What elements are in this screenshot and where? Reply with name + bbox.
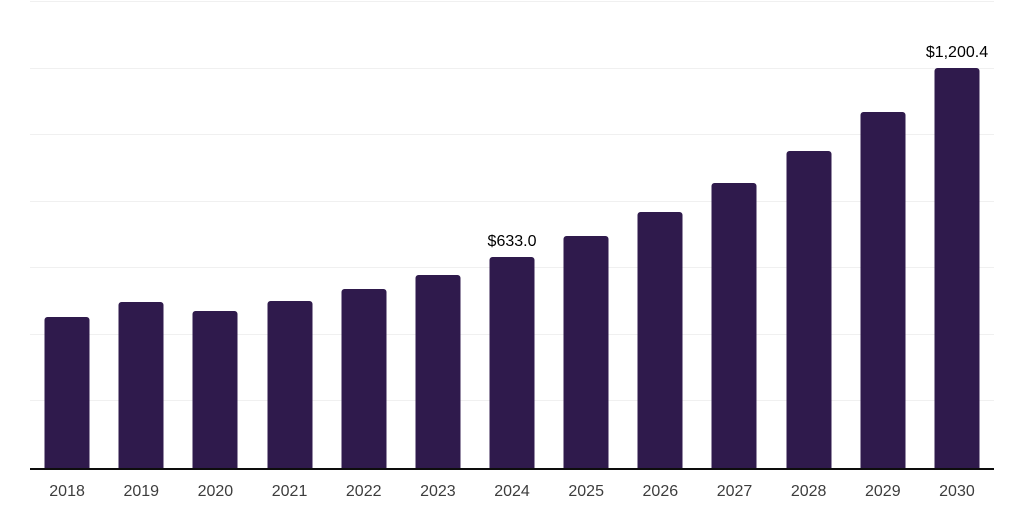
bar-column-2030: $1,200.4 [920,2,994,468]
bar-column-2022 [327,2,401,468]
gridline-1000 [30,134,994,136]
bar-column-2025 [549,2,623,468]
x-tick-label-2023: 2023 [420,483,456,500]
x-tick-label-2025: 2025 [568,483,604,500]
bar-column-2019 [104,2,178,468]
x-tick-label-2022: 2022 [345,483,382,500]
bar-column-2024: $633.0 [475,2,549,468]
bar-column-2028 [772,2,846,468]
bar-column-2029 [846,2,920,468]
x-tick-label-2029: 2029 [865,483,901,500]
bar-2030 [934,68,980,468]
bar-2018 [44,316,90,468]
bar-column-2021 [252,2,326,468]
bar-2027 [711,183,757,468]
bar-column-2026 [623,2,697,468]
bar-column-2020 [178,2,252,468]
bar-2024 [489,257,535,468]
x-tick-label-2018: 2018 [49,483,85,500]
x-tick-label-2019: 2019 [123,483,160,500]
bar-2019 [118,301,164,468]
x-tick-label-2024: 2024 [494,483,530,500]
x-tick-label-2027: 2027 [716,483,753,500]
plot-area: $633.0 $1,200.4 [30,1,994,470]
gridline-1400 [30,1,994,2]
bar-2020 [192,310,238,468]
bar-2028 [786,150,832,468]
value-label-2024: $633.0 [487,233,537,251]
bar-column-2018 [30,2,104,468]
gridline-800 [30,200,994,202]
x-axis-labels: 2018 2019 2020 2021 2022 2023 2024 2025 2026 2027… [30,483,994,505]
value-label-2030: $1,200.4 [925,44,989,62]
bar-2026 [637,211,683,468]
gridline-1200 [30,67,994,69]
x-tick-label-2020: 2020 [197,483,234,500]
x-tick-label-2026: 2026 [642,483,679,500]
x-tick-label-2028: 2028 [790,483,827,500]
x-tick-label-2021: 2021 [271,483,308,500]
bar-2023 [415,275,461,468]
bar-2022 [341,289,387,468]
bar-2025 [563,236,609,468]
bars-container: $633.0 $1,200.4 [30,2,994,468]
x-tick-label-2030: 2030 [939,483,975,500]
bar-2021 [267,300,313,468]
bar-column-2027 [697,2,771,468]
bar-column-2023 [401,2,475,468]
bar-2029 [860,112,906,468]
